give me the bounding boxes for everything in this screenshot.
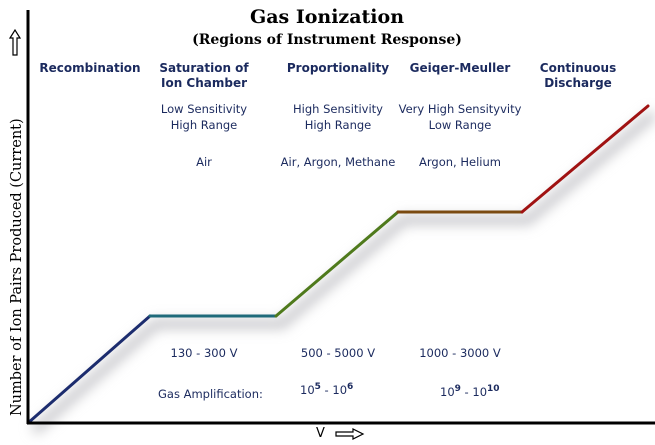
region-name-line2: Discharge bbox=[544, 76, 612, 90]
amplification-geiger: 109 - 1010 bbox=[440, 384, 500, 399]
region-gas: Argon, Helium bbox=[419, 155, 501, 169]
region-gas: Air, Argon, Methane bbox=[280, 155, 396, 169]
region-range: High Range bbox=[170, 118, 238, 132]
y-axis-label: Number of Ion Pairs Produced (Current) bbox=[9, 118, 25, 416]
curve-shadow bbox=[30, 110, 655, 435]
region-name: Proportionality bbox=[286, 61, 390, 75]
region-voltage: 130 - 300 V bbox=[170, 346, 238, 360]
region-gas: Air bbox=[196, 155, 212, 169]
region-range: High Range bbox=[304, 118, 372, 132]
region-range: Low Range bbox=[428, 118, 492, 132]
region-sensitivity: High Sensitivity bbox=[293, 102, 383, 116]
region-voltage: 500 - 5000 V bbox=[300, 346, 376, 360]
curve-segment-3 bbox=[274, 210, 400, 318]
region-voltage: 1000 - 3000 V bbox=[419, 346, 501, 360]
amplification-proportional: 105 - 106 bbox=[300, 382, 354, 397]
curve-segment-1 bbox=[26, 314, 152, 425]
region-sensitivity: Low Sensitivity bbox=[160, 102, 248, 116]
up-arrow-icon bbox=[8, 28, 22, 56]
region-name: Recombination bbox=[39, 61, 141, 75]
region-name: Saturation of bbox=[159, 61, 249, 75]
region-sensitivity: Very High Sensityvity bbox=[398, 102, 522, 116]
right-arrow-icon bbox=[335, 428, 365, 440]
chart-title: Gas Ionization bbox=[249, 6, 405, 28]
region-name-line2: Ion Chamber bbox=[160, 76, 248, 90]
x-axis-label: V bbox=[316, 426, 325, 441]
region-name: Continuous bbox=[539, 61, 617, 75]
curve-segment-5 bbox=[520, 104, 650, 214]
region-name: Geiqer-Meuller bbox=[409, 61, 511, 75]
chart-subtitle: (Regions of Instrument Response) bbox=[192, 32, 462, 48]
gas-amplification-label: Gas Amplification: bbox=[158, 387, 263, 401]
